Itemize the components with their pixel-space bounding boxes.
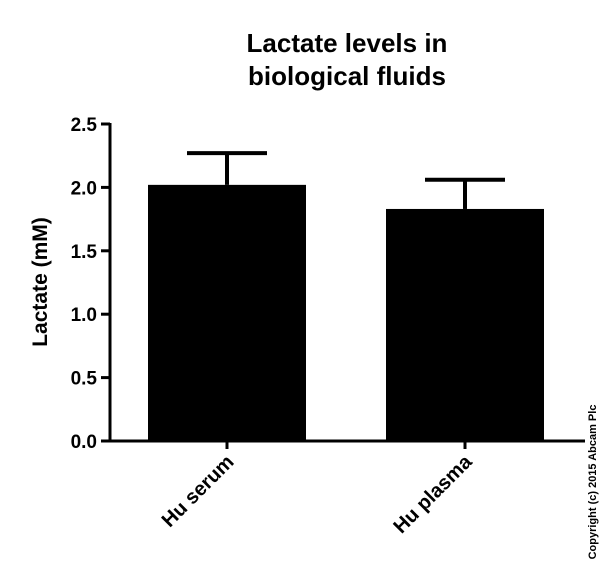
y-tick-label-0: 0.0 <box>71 432 97 453</box>
y-tick-label-1: 0.5 <box>71 369 98 390</box>
y-axis-label: Lactate (mM) <box>29 217 52 347</box>
bar-0 <box>148 184 306 441</box>
bars-layer <box>148 151 544 441</box>
y-tick-label-3: 1.5 <box>71 242 98 263</box>
y-tick-label-2: 1.0 <box>71 305 97 326</box>
y-tick-label-5: 2.5 <box>71 115 98 136</box>
x-tick-label-1: Hu plasma <box>389 450 477 538</box>
x-tick-label-0: Hu serum <box>158 451 239 532</box>
bar-1 <box>386 208 544 441</box>
y-tick-label-4: 2.0 <box>71 178 97 199</box>
chart-title-line-1: Lactate levels in <box>247 28 448 58</box>
copyright-notice: Copyright (c) 2015 Abcam Plc <box>587 405 599 560</box>
chart-title-line-2: biological fluids <box>248 61 446 91</box>
